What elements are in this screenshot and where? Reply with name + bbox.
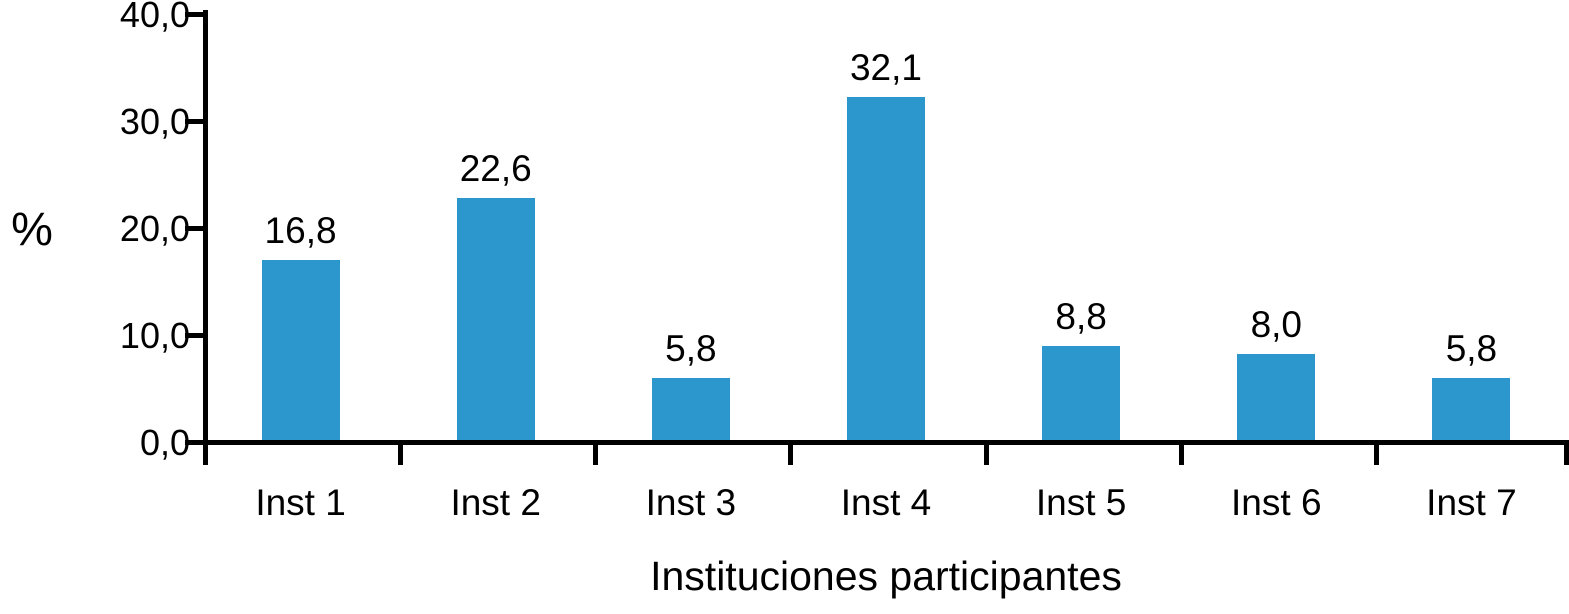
bar-value-label: 5,8: [1445, 327, 1498, 369]
y-tick-label: 20,0: [119, 208, 190, 249]
bar: [261, 260, 340, 440]
x-tick: [1564, 440, 1569, 465]
y-tick-label: 40,0: [119, 0, 190, 35]
bar: [1432, 377, 1511, 440]
x-category-label: Inst 3: [645, 482, 737, 523]
bar: [1042, 345, 1121, 440]
y-tick-label: 10,0: [119, 315, 190, 356]
y-tick: [185, 119, 203, 124]
bar: [1237, 354, 1316, 440]
x-category-label: Inst 2: [450, 482, 541, 523]
x-tick: [203, 440, 208, 465]
bar-value-label: 22,6: [459, 148, 532, 190]
bar-value-label: 8,0: [1250, 304, 1302, 346]
y-tick-label: 30,0: [119, 101, 190, 142]
x-category-label: Inst 7: [1426, 482, 1517, 523]
y-tick: [185, 440, 203, 445]
y-axis-title: %: [11, 202, 53, 255]
x-tick: [398, 440, 404, 465]
y-tick: [185, 333, 203, 338]
x-category-label: Inst 4: [840, 482, 932, 523]
x-axis-title: Instituciones participantes: [650, 553, 1122, 599]
bar-value-label: 8,8: [1055, 295, 1107, 337]
y-axis-line: [203, 10, 208, 465]
bar-value-label: 16,8: [264, 210, 337, 252]
x-tick: [593, 440, 599, 465]
x-tick: [788, 440, 794, 465]
x-category-label: Inst 5: [1035, 482, 1127, 523]
x-tick: [1373, 440, 1379, 465]
bar: [651, 377, 730, 440]
y-tick: [185, 12, 203, 17]
y-tick: [185, 226, 203, 231]
x-category-label: Inst 1: [255, 482, 346, 523]
bar-value-label: 5,8: [665, 327, 717, 369]
x-category-label: Inst 6: [1231, 482, 1322, 523]
x-tick: [983, 440, 989, 465]
x-axis-line: [203, 440, 1569, 445]
bar: [847, 96, 925, 440]
x-tick: [1178, 440, 1184, 465]
bar-value-label: 32,1: [849, 46, 922, 88]
y-tick-label: 0,0: [139, 422, 190, 463]
bar: [456, 198, 535, 440]
